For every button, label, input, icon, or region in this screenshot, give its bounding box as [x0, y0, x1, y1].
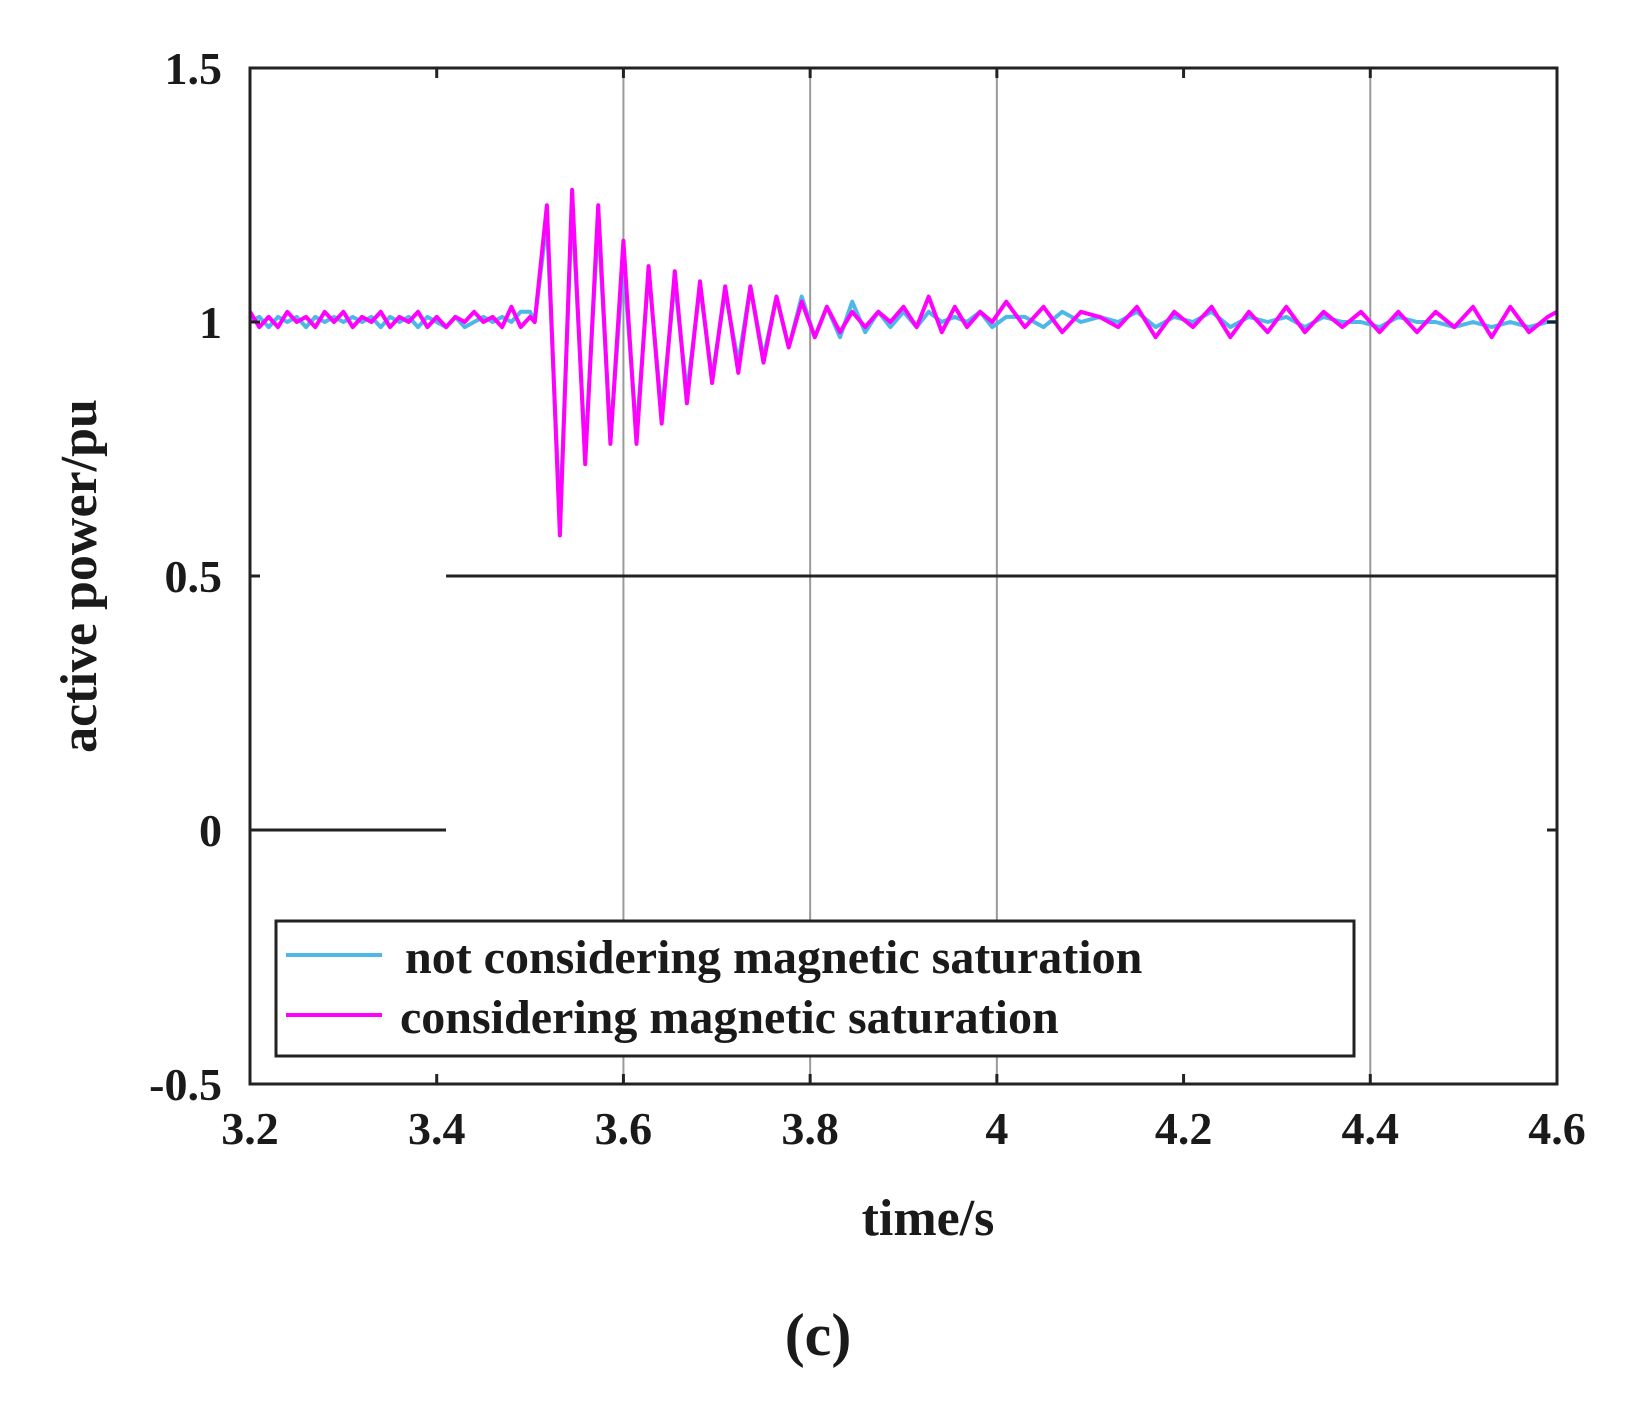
legend: not considering magnetic saturation cons…	[274, 919, 1356, 1058]
y-tick-label: 0.5	[165, 551, 223, 602]
y-tick-labels: -0.5 0 0.5 1 1.5	[149, 43, 222, 1110]
legend-box	[274, 919, 1356, 1058]
x-tick-label: 4.2	[1155, 1103, 1213, 1154]
x-tick-label: 3.8	[781, 1103, 839, 1154]
y-tick-label: 1	[199, 297, 222, 348]
y-axis-label: active power/pu	[51, 399, 108, 753]
x-tick-label: 3.4	[408, 1103, 466, 1154]
x-tick-label: 4	[985, 1103, 1008, 1154]
figure-caption: (c)	[785, 1302, 852, 1368]
x-axis-label: time/s	[862, 1190, 995, 1247]
x-tick-label: 4.4	[1342, 1103, 1400, 1154]
plot-area	[248, 66, 1559, 1086]
y-tick-label: 0	[199, 805, 222, 856]
y-tick-label: 1.5	[165, 43, 223, 94]
x-tick-label: 3.2	[221, 1103, 279, 1154]
x-tick-label: 4.6	[1528, 1103, 1586, 1154]
legend-label-not-considering: not considering magnetic saturation	[405, 931, 1142, 984]
series-line-considering-saturation	[248, 187, 1558, 538]
legend-label-considering: considering magnetic saturation	[400, 991, 1059, 1044]
reference-lines	[250, 574, 1557, 832]
axis-ticks	[248, 66, 1559, 1086]
series-lines	[248, 187, 1558, 538]
y-tick-label: -0.5	[149, 1059, 222, 1110]
x-tick-labels: 3.2 3.4 3.6 3.8 4 4.2 4.4 4.6	[221, 1103, 1586, 1154]
x-tick-label: 3.6	[595, 1103, 653, 1154]
